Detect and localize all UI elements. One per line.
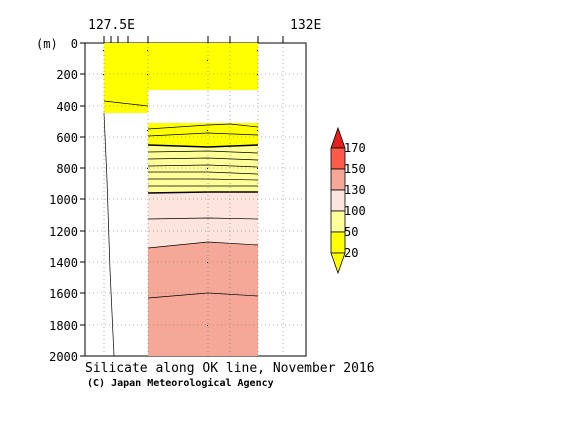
contour-line xyxy=(147,292,259,299)
contour-line xyxy=(147,132,259,137)
y-tick-label: 1200 xyxy=(49,225,78,239)
colorbar-label: 170 xyxy=(344,141,366,155)
y-axis-ticks xyxy=(80,42,85,357)
colorbar-bottom-arrow xyxy=(330,252,346,275)
station-dots xyxy=(103,50,258,326)
colorbar xyxy=(330,126,346,275)
fill-deep xyxy=(148,242,258,356)
fill-shallow-left-bottom xyxy=(104,101,148,113)
contour-line xyxy=(103,112,115,357)
colorbar-top-arrow xyxy=(330,126,346,149)
colorbar-segment xyxy=(330,189,346,212)
contour-line xyxy=(103,100,149,107)
colorbar-segment xyxy=(330,168,346,191)
colorbar-label: 20 xyxy=(344,246,358,260)
data-fills xyxy=(104,43,258,356)
y-tick-label: 400 xyxy=(56,100,78,114)
y-tick-label: 600 xyxy=(56,131,78,145)
grid xyxy=(85,43,306,356)
chart-title: Silicate along OK line, November 2016 xyxy=(85,361,375,376)
contour-line xyxy=(147,241,259,249)
colorbar-label: 100 xyxy=(344,204,366,218)
colorbar-segment xyxy=(330,147,346,170)
fill-shallow-left xyxy=(104,43,148,113)
colorbar-label: 150 xyxy=(344,162,366,176)
y-tick-label: 0 xyxy=(71,37,78,51)
x-tick-label: 127.5E xyxy=(88,18,135,33)
fill-upper-yellow xyxy=(148,123,258,147)
fill-shallow-right xyxy=(148,43,258,90)
contour-line xyxy=(147,217,259,220)
colorbar-segment xyxy=(330,231,346,254)
y-tick-label: 1600 xyxy=(49,287,78,301)
contour-line xyxy=(147,157,259,161)
y-axis-label: (m) xyxy=(36,37,58,51)
top-axis-ticks xyxy=(103,36,284,43)
y-tick-label: 200 xyxy=(56,68,78,82)
fill-intermediate xyxy=(148,192,258,248)
colorbar-label: 50 xyxy=(344,225,358,239)
credit-text: (C) Japan Meteorological Agency xyxy=(87,377,274,389)
y-tick-label: 1000 xyxy=(49,193,78,207)
y-tick-label: 2000 xyxy=(49,350,78,364)
y-tick-label: 800 xyxy=(56,162,78,176)
y-tick-label: 1800 xyxy=(49,319,78,333)
contour-line xyxy=(147,123,259,130)
fill-upper-paleyellow xyxy=(148,145,258,193)
colorbar-segment xyxy=(330,210,346,233)
y-tick-label: 1400 xyxy=(49,256,78,270)
contour-line xyxy=(147,164,259,168)
y-tick-labels: 0 200 400 600 800 1000 1200 1400 1600 18… xyxy=(49,37,78,364)
x-tick-label: 132E xyxy=(290,18,321,33)
colorbar-label: 130 xyxy=(344,183,366,197)
